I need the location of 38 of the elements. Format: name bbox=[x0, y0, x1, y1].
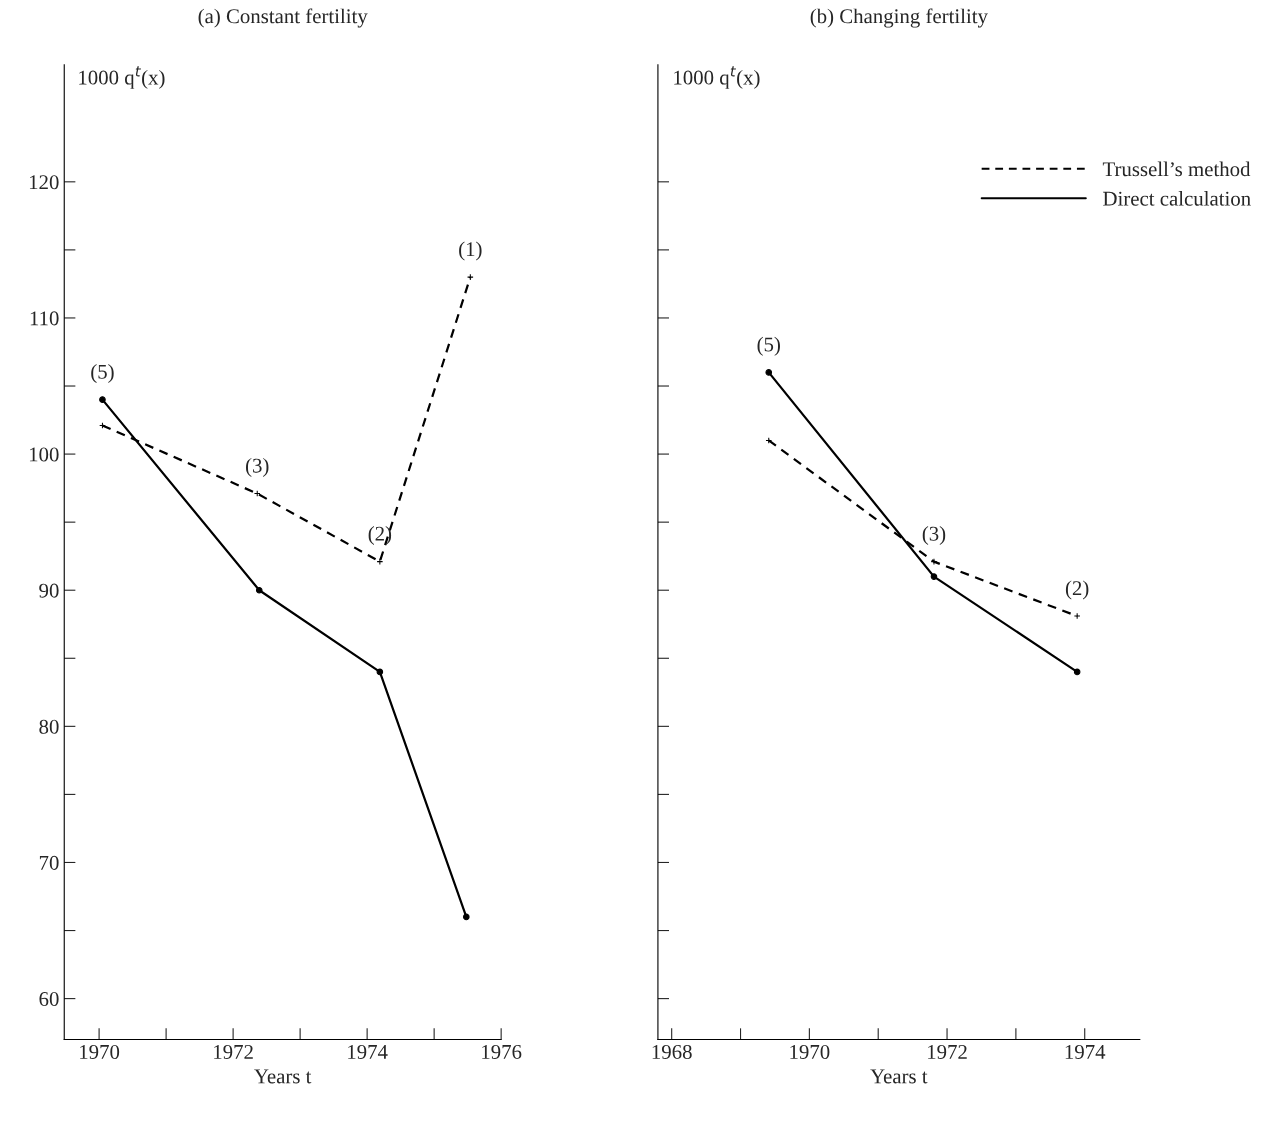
y-axis-title: 1000 q$^{t}$(x) bbox=[674, 66, 760, 89]
x-tick-label: 1974 bbox=[1065, 1044, 1106, 1059]
annotation: (3) bbox=[246, 458, 269, 477]
point bbox=[463, 913, 470, 921]
y-tick-label: 120 bbox=[29, 175, 59, 190]
annotation: (5) bbox=[757, 336, 780, 356]
x-tick-label: 1968 bbox=[652, 1044, 692, 1059]
point bbox=[1073, 668, 1081, 676]
y-tick-label: 110 bbox=[30, 311, 59, 326]
point bbox=[930, 573, 938, 580]
annotation: (2) bbox=[368, 526, 392, 545]
point bbox=[99, 396, 106, 403]
text: Direct calculation bbox=[1103, 191, 1251, 206]
y-tick-label: 90 bbox=[39, 583, 59, 598]
x-tick-label: 1972 bbox=[928, 1044, 967, 1059]
x-tick-label: 1970 bbox=[790, 1044, 830, 1059]
x-axis-title: Years t bbox=[870, 1069, 928, 1084]
x-tick-label: 1972 bbox=[214, 1044, 253, 1059]
x-tick-label: 1970 bbox=[80, 1044, 120, 1059]
annotation: (3) bbox=[922, 526, 946, 545]
y-tick-label: 70 bbox=[39, 855, 59, 870]
point bbox=[1073, 612, 1081, 620]
chart-title: (a) Constant fertility bbox=[198, 8, 368, 28]
annotation: (2) bbox=[1065, 580, 1089, 600]
y-axis-title: 1000 q$^{t}$(x) bbox=[79, 66, 165, 89]
annotation: (1) bbox=[459, 241, 482, 261]
y-tick-label: 60 bbox=[39, 991, 59, 1007]
text: Trussell’s method bbox=[1102, 161, 1251, 177]
point bbox=[765, 369, 773, 376]
chart-title: (b) Changing fertility bbox=[810, 8, 988, 28]
y-tick-label: 80 bbox=[39, 719, 59, 734]
x-axis-title: Years t bbox=[254, 1069, 312, 1084]
point bbox=[255, 586, 263, 594]
point bbox=[376, 668, 384, 676]
annotation: (5) bbox=[91, 364, 114, 383]
x-tick-label: 1974 bbox=[348, 1044, 388, 1059]
y-tick-label: 100 bbox=[29, 447, 59, 462]
x-tick-label: 1976 bbox=[482, 1044, 522, 1059]
